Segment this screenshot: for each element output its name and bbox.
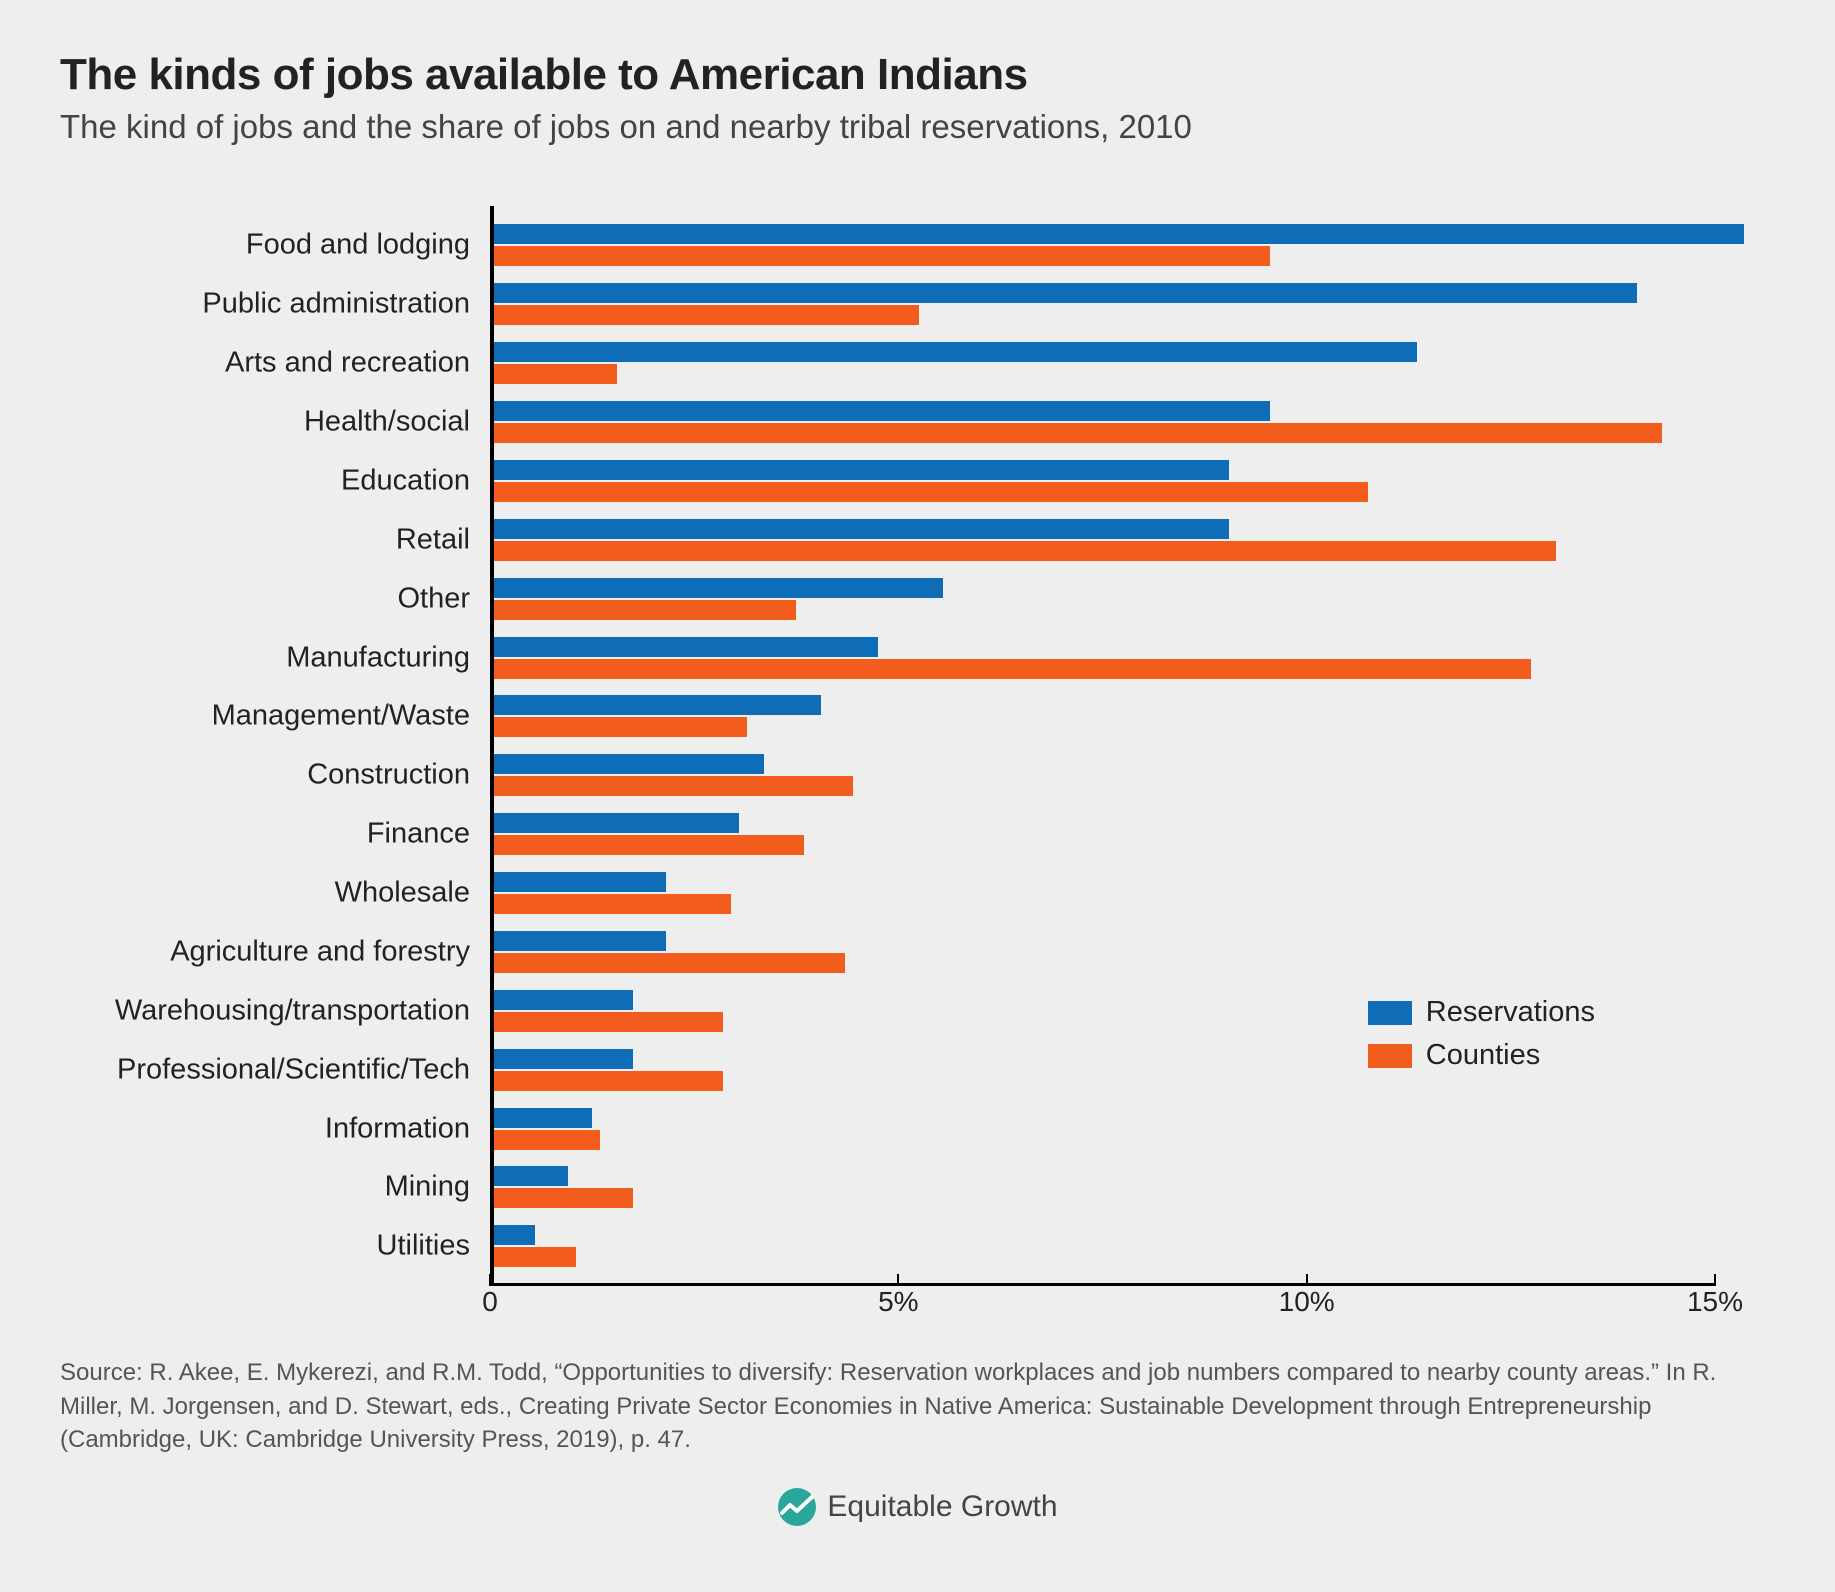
bar-counties xyxy=(494,305,919,325)
bar-rows: Food and lodging Public administration Art… xyxy=(490,216,1715,1276)
category-label: Information xyxy=(60,1112,490,1145)
bar-row: Retail xyxy=(490,517,1715,563)
bar-reservations xyxy=(494,578,943,598)
bar-counties xyxy=(494,246,1270,266)
bar-row: Management/Waste xyxy=(490,693,1715,739)
legend-item-counties: Counties xyxy=(1368,1039,1595,1072)
plot-area: Food and lodging Public administration Art… xyxy=(490,206,1715,1326)
x-axis-ticks: 05%10%15% xyxy=(490,1286,1715,1326)
bar-reservations xyxy=(494,637,878,657)
bar-reservations xyxy=(494,1108,592,1128)
bar-counties xyxy=(494,776,853,796)
legend-swatch-counties xyxy=(1368,1044,1412,1068)
bar-reservations xyxy=(494,990,633,1010)
category-label: Mining xyxy=(60,1171,490,1204)
category-label: Food and lodging xyxy=(60,229,490,262)
bar-row: Manufacturing xyxy=(490,635,1715,681)
category-label: Health/social xyxy=(60,406,490,439)
x-tick-mark xyxy=(897,1274,899,1286)
category-label: Retail xyxy=(60,523,490,556)
footer: Equitable Growth xyxy=(60,1487,1775,1532)
bar-reservations xyxy=(494,460,1229,480)
x-tick-mark xyxy=(489,1274,491,1286)
bar-counties xyxy=(494,717,747,737)
legend: Reservations Counties xyxy=(1368,996,1595,1082)
x-tick-label: 0 xyxy=(482,1286,498,1318)
bar-counties xyxy=(494,835,804,855)
category-label: Other xyxy=(60,582,490,615)
legend-swatch-reservations xyxy=(1368,1001,1412,1025)
category-label: Finance xyxy=(60,818,490,851)
category-label: Construction xyxy=(60,759,490,792)
category-label: Education xyxy=(60,464,490,497)
bar-counties xyxy=(494,894,731,914)
bar-reservations xyxy=(494,754,764,774)
bar-row: Arts and recreation xyxy=(490,340,1715,386)
chart-frame: The kinds of jobs available to American … xyxy=(0,0,1835,1592)
bar-row: Public administration xyxy=(490,281,1715,327)
bar-counties xyxy=(494,423,1662,443)
bar-reservations xyxy=(494,342,1417,362)
bar-row: Other xyxy=(490,576,1715,622)
x-tick-mark xyxy=(1306,1274,1308,1286)
bar-row: Utilities xyxy=(490,1223,1715,1269)
bar-reservations xyxy=(494,1049,633,1069)
bar-counties xyxy=(494,659,1531,679)
x-tick-label: 10% xyxy=(1279,1286,1335,1318)
legend-label-reservations: Reservations xyxy=(1426,996,1595,1029)
bar-reservations xyxy=(494,519,1229,539)
bar-counties xyxy=(494,1071,723,1091)
bar-row: Health/social xyxy=(490,399,1715,445)
bar-row: Agriculture and forestry xyxy=(490,929,1715,975)
legend-item-reservations: Reservations xyxy=(1368,996,1595,1029)
bar-reservations xyxy=(494,813,739,833)
bar-counties xyxy=(494,482,1368,502)
bar-row: Mining xyxy=(490,1164,1715,1210)
bar-reservations xyxy=(494,1166,568,1186)
category-label: Arts and recreation xyxy=(60,347,490,380)
bar-reservations xyxy=(494,283,1637,303)
bar-counties xyxy=(494,1130,600,1150)
brand-logo: Equitable Growth xyxy=(777,1487,1057,1527)
brand-name: Equitable Growth xyxy=(827,1490,1057,1524)
bar-reservations xyxy=(494,1225,535,1245)
bar-counties xyxy=(494,1247,576,1267)
bar-row: Information xyxy=(490,1106,1715,1152)
bar-counties xyxy=(494,600,796,620)
legend-label-counties: Counties xyxy=(1426,1039,1540,1072)
category-label: Warehousing/transportation xyxy=(60,994,490,1027)
x-tick-label: 5% xyxy=(878,1286,918,1318)
bar-counties xyxy=(494,1012,723,1032)
source-citation: Source: R. Akee, E. Mykerezi, and R.M. T… xyxy=(60,1356,1760,1457)
bar-row: Food and lodging xyxy=(490,222,1715,268)
x-tick-mark xyxy=(1714,1274,1716,1286)
category-label: Manufacturing xyxy=(60,641,490,674)
brand-logo-icon xyxy=(777,1487,817,1527)
category-label: Professional/Scientific/Tech xyxy=(60,1053,490,1086)
bar-counties xyxy=(494,364,617,384)
bar-counties xyxy=(494,1188,633,1208)
category-label: Management/Waste xyxy=(60,700,490,733)
chart-title: The kinds of jobs available to American … xyxy=(60,50,1775,100)
bar-counties xyxy=(494,541,1556,561)
x-tick-label: 15% xyxy=(1687,1286,1743,1318)
category-label: Agriculture and forestry xyxy=(60,935,490,968)
bar-row: Education xyxy=(490,458,1715,504)
bar-counties xyxy=(494,953,845,973)
bar-row: Wholesale xyxy=(490,870,1715,916)
bar-reservations xyxy=(494,224,1744,244)
bar-reservations xyxy=(494,931,666,951)
bar-reservations xyxy=(494,872,666,892)
bar-row: Finance xyxy=(490,811,1715,857)
category-label: Public administration xyxy=(60,288,490,321)
category-label: Wholesale xyxy=(60,877,490,910)
bar-row: Construction xyxy=(490,752,1715,798)
bar-reservations xyxy=(494,695,821,715)
chart-subtitle: The kind of jobs and the share of jobs o… xyxy=(60,108,1775,146)
category-label: Utilities xyxy=(60,1230,490,1263)
bar-reservations xyxy=(494,401,1270,421)
